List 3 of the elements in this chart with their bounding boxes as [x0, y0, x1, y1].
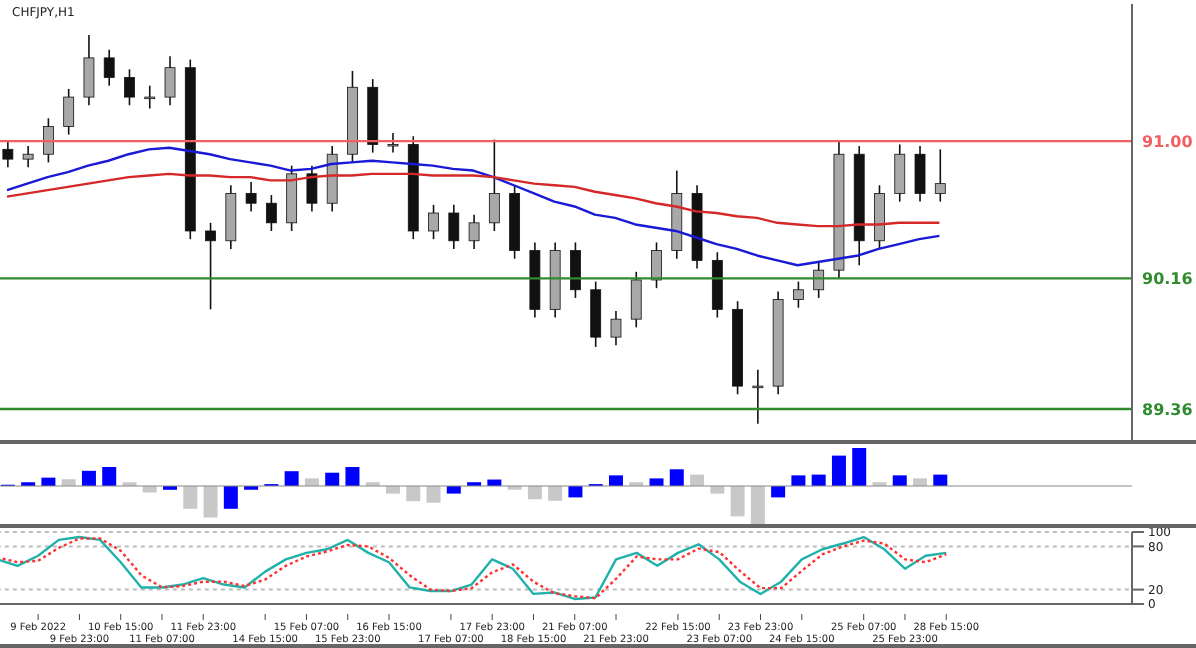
ref-line-label: 91.00 [1142, 132, 1194, 151]
ref-line-label: 89.36 [1142, 400, 1194, 419]
ref-line-label: 90.16 [1142, 270, 1194, 289]
